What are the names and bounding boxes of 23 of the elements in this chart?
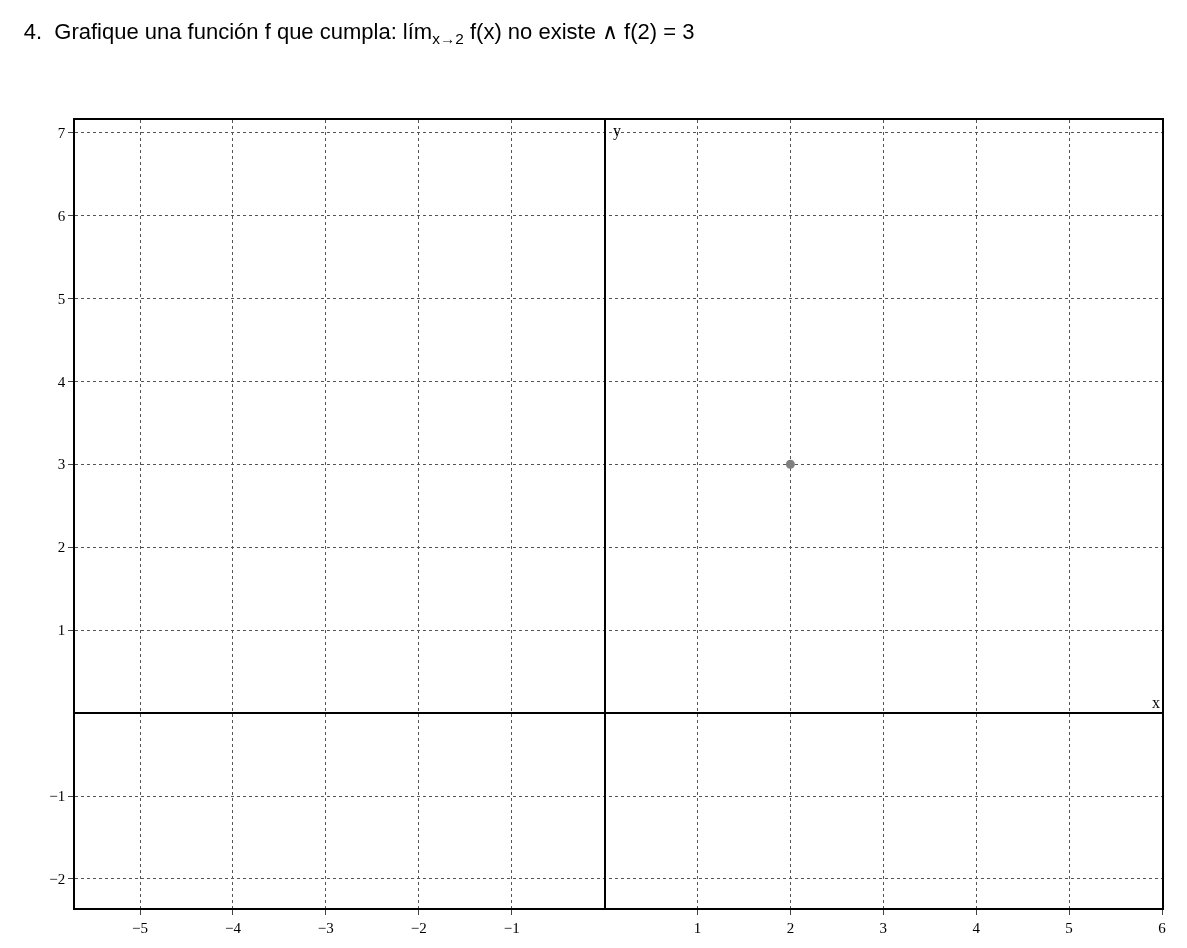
y-tick-label: 4 <box>57 373 66 390</box>
x-tick-label: −3 <box>317 919 334 936</box>
y-tick-label: 7 <box>57 124 66 141</box>
y-tick-label: 1 <box>57 622 66 639</box>
y-tick-label: 3 <box>57 456 66 473</box>
x-tick-label: −4 <box>224 919 242 936</box>
x-axis-title: x <box>1152 694 1160 711</box>
x-tick-label: 2 <box>786 919 795 936</box>
x-tick-label: −5 <box>132 919 149 936</box>
y-tick-label: −2 <box>49 871 66 888</box>
y-tick-label: 5 <box>57 290 66 307</box>
x-tick-label: 5 <box>1065 919 1073 936</box>
x-tick-label: 1 <box>693 919 702 936</box>
chart-title: 4. Grafique una función f que cumpla: lím$_{x→2}$ f(x) no existe ∧ f(2) = 3 <box>23 19 695 47</box>
x-tick-label: −2 <box>410 919 427 936</box>
y-tick-label: 2 <box>57 539 66 556</box>
x-tick-label: 3 <box>879 919 888 936</box>
x-tick-label: 4 <box>972 919 981 936</box>
y-tick-label: 6 <box>57 207 66 224</box>
x-tick-label: 6 <box>1158 919 1167 936</box>
x-tick-label: −1 <box>503 919 520 936</box>
y-axis-title: y <box>613 122 621 140</box>
y-tick-label: −1 <box>49 788 66 805</box>
